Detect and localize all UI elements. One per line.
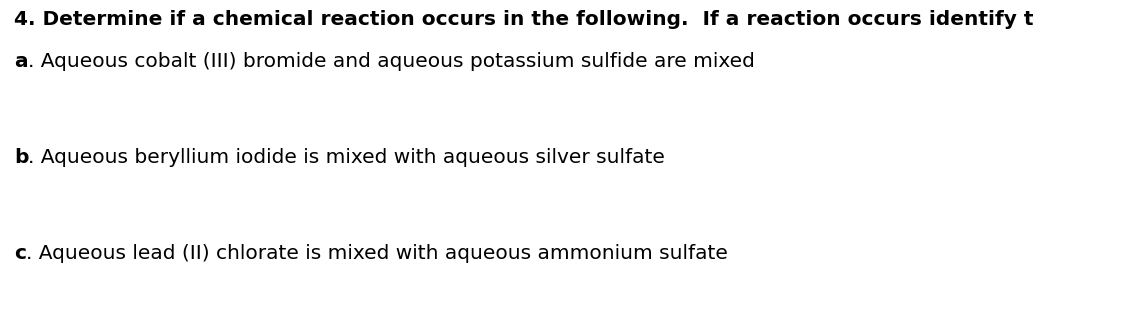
Text: . Aqueous cobalt (III) bromide and aqueous potassium sulfide are mixed: . Aqueous cobalt (III) bromide and aqueo… [28, 52, 755, 71]
Text: b: b [14, 148, 28, 167]
Text: 4. Determine if a chemical reaction occurs in the following.  If a reaction occu: 4. Determine if a chemical reaction occu… [14, 10, 1034, 29]
Text: c: c [14, 244, 26, 263]
Text: . Aqueous beryllium iodide is mixed with aqueous silver sulfate: . Aqueous beryllium iodide is mixed with… [28, 148, 665, 167]
Text: a: a [14, 52, 28, 71]
Text: . Aqueous lead (II) chlorate is mixed with aqueous ammonium sulfate: . Aqueous lead (II) chlorate is mixed wi… [26, 244, 728, 263]
